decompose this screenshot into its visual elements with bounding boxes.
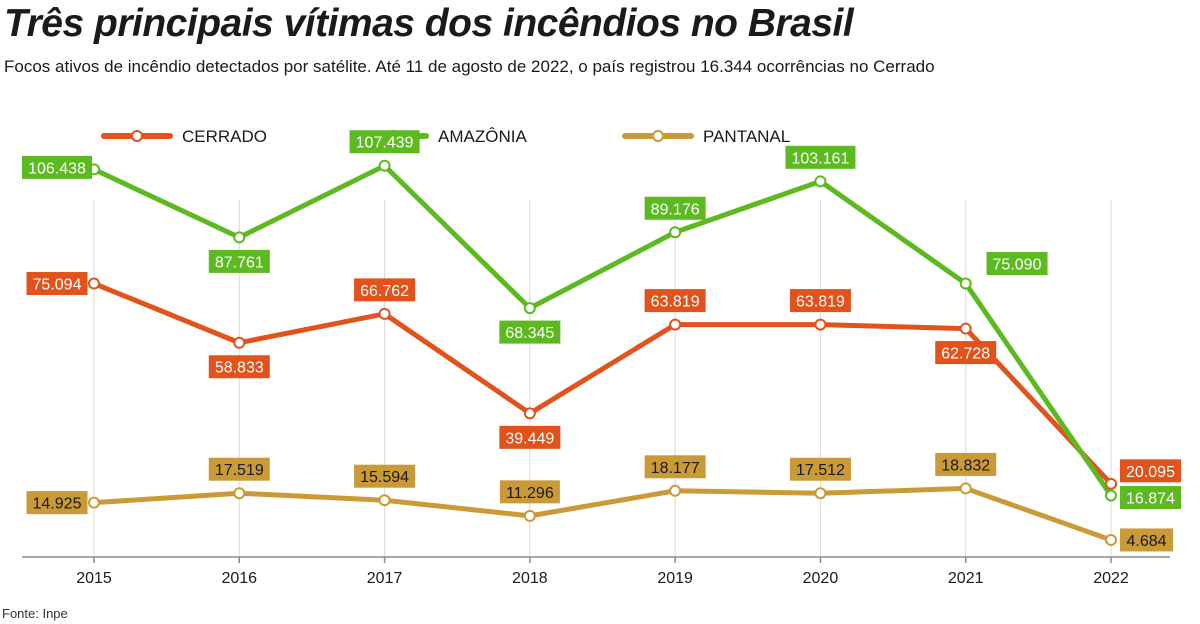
cerrado-point (669, 318, 682, 331)
cerrado-point (88, 277, 100, 290)
cerrado-label-box (26, 272, 88, 296)
pantanal-label-box (208, 457, 270, 481)
amazonia-data-label: 68.345 (505, 325, 554, 342)
pantanal-label-box (354, 464, 416, 488)
x-tick-label: 2017 (367, 570, 403, 587)
amazonia-label-box (1120, 486, 1181, 510)
pantanal-label-box (935, 452, 997, 476)
x-tick-label: 2019 (657, 570, 693, 587)
pantanal-data-label: 4.684 (1126, 533, 1166, 550)
pantanal-label-box (499, 480, 560, 504)
cerrado-label-box (789, 289, 851, 313)
pantanal-data-label: 18.832 (941, 457, 990, 474)
legend-label: PANTANAL (703, 127, 790, 146)
amazonia-point (378, 159, 391, 172)
amazonia-point (523, 302, 536, 315)
amazonia-line (91, 163, 1114, 499)
pantanal-point (523, 509, 536, 522)
legend-marker (652, 130, 664, 142)
amazonia-point (959, 277, 972, 290)
cerrado-label-box (1120, 459, 1181, 483)
cerrado-data-label: 62.728 (941, 346, 990, 363)
cerrado-point (959, 322, 972, 335)
cerrado-data-label: 63.819 (651, 294, 700, 311)
pantanal-point (814, 487, 827, 500)
legend-marker (131, 130, 143, 142)
pantanal-data-label: 17.519 (215, 462, 264, 479)
cerrado-data-label: 39.449 (505, 430, 554, 447)
amazonia-data-label: 107.439 (356, 135, 414, 152)
pantanal-data-label: 18.177 (651, 460, 700, 477)
pantanal-point (1105, 533, 1117, 546)
amazonia-data-label: 75.090 (993, 257, 1042, 274)
amazonia-point (233, 231, 246, 244)
pantanal-label-box (1120, 528, 1173, 552)
x-tick-label: 2021 (948, 570, 984, 587)
amazonia-point (1105, 489, 1117, 502)
cerrado-data-label: 20.095 (1126, 464, 1175, 481)
pantanal-data-label: 11.296 (506, 485, 554, 502)
amazonia-label-box (986, 252, 1048, 276)
amazonia-data-label: 87.761 (215, 254, 264, 271)
pantanal-data-label: 17.512 (796, 462, 845, 479)
pantanal-point (233, 487, 246, 500)
amazonia-data-label: 89.176 (651, 201, 700, 218)
x-tick-label: 2015 (76, 570, 112, 587)
cerrado-data-label: 58.833 (215, 360, 264, 377)
pantanal-point (959, 482, 972, 495)
cerrado-data-label: 66.762 (360, 283, 409, 300)
pantanal-label-box (789, 457, 851, 481)
cerrado-label-box (935, 341, 997, 365)
x-tick-label: 2022 (1093, 570, 1129, 587)
cerrado-line (91, 281, 1114, 487)
x-tick-label: 2020 (803, 570, 839, 587)
cerrado-point (233, 336, 246, 349)
amazonia-data-label: 16.874 (1126, 491, 1175, 508)
pantanal-point (378, 494, 391, 507)
cerrado-data-label: 75.094 (33, 277, 82, 294)
cerrado-data-label: 63.819 (796, 294, 845, 311)
pantanal-data-label: 15.594 (360, 469, 409, 486)
cerrado-point (1105, 477, 1117, 490)
amazonia-data-label: 103.161 (792, 150, 850, 167)
cerrado-label-box (499, 425, 561, 449)
pantanal-line (91, 485, 1114, 543)
legend-label: AMAZÔNIA (438, 127, 527, 146)
amazonia-point (814, 175, 827, 188)
cerrado-label-box (644, 289, 706, 313)
pantanal-label-box (26, 491, 88, 515)
amazonia-label-box (208, 249, 270, 273)
amazonia-data-label: 106.438 (28, 160, 86, 177)
cerrado-point (378, 307, 391, 320)
cerrado-point (523, 407, 536, 420)
pantanal-point (669, 484, 682, 497)
amazonia-label-box (644, 196, 706, 220)
source-note: Fonte: Inpe (2, 606, 68, 621)
cerrado-point (814, 318, 827, 331)
amazonia-label-box (499, 320, 561, 344)
amazonia-point (669, 226, 682, 239)
amazonia-label-box (785, 145, 856, 169)
legend-label: CERRADO (182, 127, 267, 146)
pantanal-point (88, 496, 100, 509)
amazonia-label-box (22, 155, 92, 179)
x-tick-label: 2018 (512, 570, 548, 587)
pantanal-data-label: 14.925 (33, 496, 82, 513)
chart-title: Três principais vítimas dos incêndios no… (4, 2, 854, 45)
x-tick-label: 2016 (221, 570, 257, 587)
chart-subtitle: Focos ativos de incêndio detectados por … (4, 57, 935, 76)
cerrado-label-box (208, 355, 270, 379)
cerrado-label-box (354, 278, 416, 302)
pantanal-label-box (644, 455, 706, 479)
amazonia-label-box (349, 130, 420, 154)
